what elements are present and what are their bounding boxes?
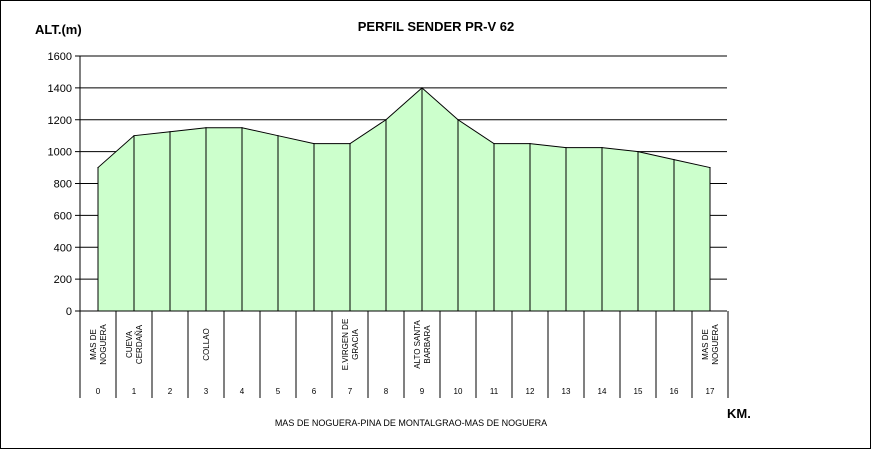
chart-title: PERFIL SENDER PR-V 62 [358, 19, 515, 34]
data-point [97, 166, 99, 169]
place-label: CUEVA [125, 330, 134, 358]
data-point [241, 127, 243, 129]
x-tick-label: 11 [490, 387, 499, 396]
y-tick-label: 1400 [48, 83, 72, 95]
data-point [313, 143, 315, 145]
data-point [637, 151, 639, 153]
x-tick-label: 9 [420, 387, 425, 396]
x-tick-label: 2 [168, 387, 173, 396]
place-label: NOGUERA [99, 324, 108, 365]
x-tick-label: 16 [670, 387, 679, 396]
x-tick-label: 3 [204, 387, 209, 396]
y-tick-label: 800 [54, 179, 72, 191]
data-point [601, 147, 603, 149]
y-axis-label: ALT.(m) [35, 22, 82, 37]
x-tick-label: 12 [526, 387, 535, 396]
data-point [493, 143, 495, 145]
place-label: BARBARA [423, 325, 432, 364]
place-label: MAS DE [701, 329, 710, 360]
data-point [169, 131, 171, 133]
x-tick-label: 7 [348, 387, 353, 396]
y-tick-label: 1000 [48, 147, 72, 159]
data-point [457, 119, 459, 121]
data-point [709, 166, 711, 169]
x-tick-label: 13 [562, 387, 571, 396]
place-label: CERDAÑA [135, 324, 144, 364]
x-tick-label: 10 [454, 387, 463, 396]
data-point [349, 143, 351, 145]
x-tick-label: 15 [634, 387, 643, 396]
elevation-line [97, 87, 711, 169]
x-tick-label: 1 [132, 387, 137, 396]
data-point [385, 119, 387, 121]
route-caption: MAS DE NOGUERA-PINA DE MONTALGRAO-MAS DE… [275, 418, 547, 428]
data-point [529, 143, 531, 145]
y-tick-label: 0 [66, 306, 72, 318]
data-point [205, 127, 207, 129]
place-label: COLLAO [202, 328, 211, 360]
data-point [673, 158, 675, 161]
x-tick-label: 5 [276, 387, 281, 396]
place-label: MAS DE [89, 329, 98, 360]
place-label: E.VIRGEN DE [341, 319, 350, 371]
x-axis-label: KM. [727, 406, 751, 421]
place-label: ALTO SANTA [413, 320, 422, 369]
place-label: GRACIA [351, 329, 360, 360]
x-tick-label: 6 [312, 387, 317, 396]
data-point [421, 87, 423, 89]
x-tick-label: 8 [384, 387, 389, 396]
y-tick-label: 1600 [48, 51, 72, 63]
x-tick-label: 0 [96, 387, 101, 396]
data-point [277, 135, 279, 137]
x-tick-label: 4 [240, 387, 245, 396]
y-tick-label: 200 [54, 274, 72, 286]
y-tick-label: 1200 [48, 115, 72, 127]
data-point [565, 147, 567, 149]
place-label: NOGUERA [711, 324, 720, 365]
x-tick-label: 14 [598, 387, 607, 396]
elevation-area [98, 87, 710, 311]
y-tick-label: 400 [54, 242, 72, 254]
data-point [133, 135, 135, 137]
y-tick-label: 600 [54, 210, 72, 222]
x-tick-label: 17 [706, 387, 715, 396]
